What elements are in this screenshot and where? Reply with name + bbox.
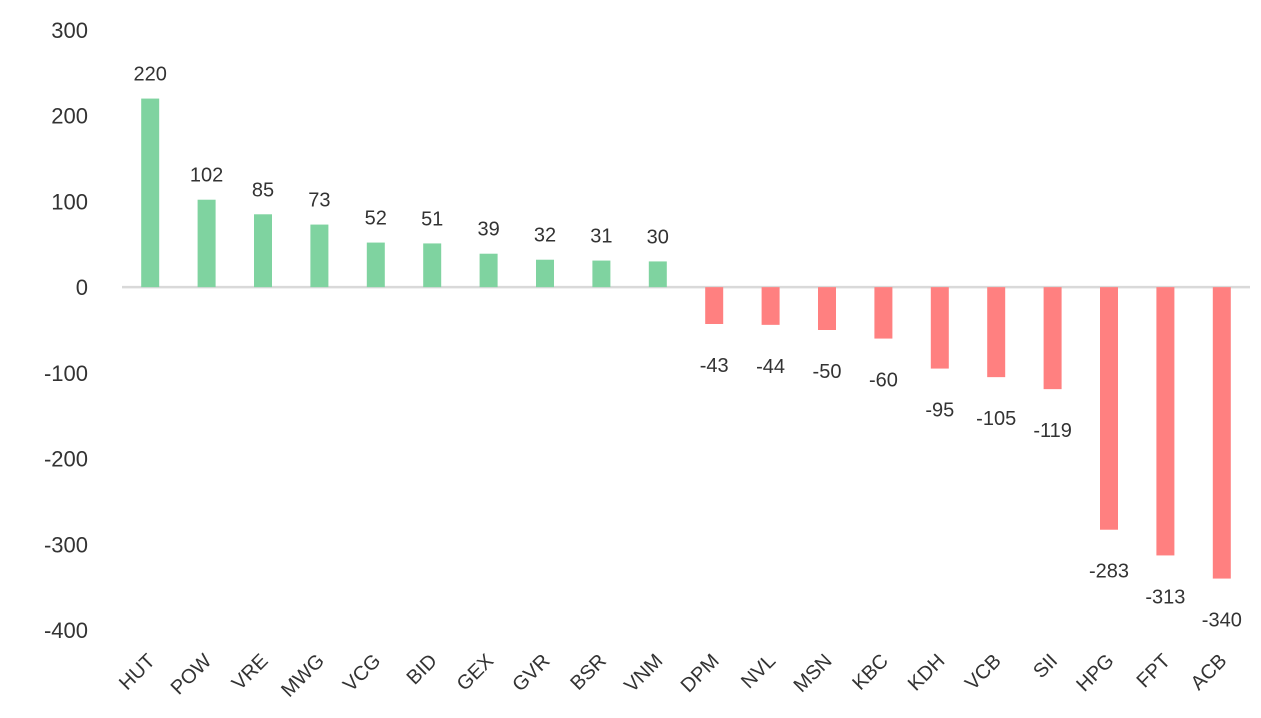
- category-label: FPT: [1133, 650, 1175, 692]
- data-label: 32: [534, 225, 556, 247]
- bar-bsr: [592, 260, 611, 288]
- data-label: -44: [756, 356, 785, 378]
- category-label: DPM: [677, 650, 724, 697]
- category-label: VNM: [620, 650, 667, 697]
- category-label: HPG: [1072, 650, 1118, 696]
- data-label: -313: [1145, 586, 1185, 608]
- x-axis: HUT POW VRE MWG VCG BID GEX GVR BSR VNM DPM NVL MSN K…: [115, 650, 1231, 702]
- bar-bid: [423, 243, 442, 288]
- category-label: HUT: [115, 650, 160, 695]
- y-tick-label: -100: [44, 361, 88, 386]
- category-label: VCB: [961, 650, 1006, 695]
- y-tick-label: 200: [51, 104, 88, 129]
- data-label: 31: [590, 226, 612, 248]
- bar-acb: [1212, 287, 1231, 579]
- category-label: VCG: [339, 650, 385, 696]
- data-label: 102: [190, 165, 223, 187]
- bar-vcg: [366, 242, 385, 288]
- data-label: -340: [1202, 610, 1242, 632]
- category-label: BSR: [566, 650, 611, 695]
- data-label: 85: [252, 179, 274, 201]
- y-axis: 300 200 100 0 -100 -200 -300 -400: [44, 18, 88, 643]
- data-labels: 220 102 85 73 52 51 39 32 31 30 -43 -44 -50 -60 -95 -10…: [134, 64, 1242, 632]
- category-label: ACB: [1187, 650, 1232, 695]
- bar-kbc: [874, 287, 893, 339]
- bar-gex: [479, 253, 498, 288]
- category-label: MSN: [790, 650, 837, 697]
- data-label: -105: [976, 408, 1016, 430]
- y-tick-label: -300: [44, 532, 88, 557]
- y-tick-label: 0: [76, 275, 88, 300]
- category-label: MWG: [277, 650, 329, 702]
- bar-vcb: [987, 287, 1006, 378]
- category-label: KDH: [904, 650, 949, 695]
- bar-gvr: [536, 259, 554, 288]
- bar-pow: [197, 199, 216, 288]
- data-label: -283: [1089, 561, 1129, 583]
- category-label: POW: [167, 650, 216, 699]
- category-label: KBC: [848, 650, 893, 695]
- bar-sii: [1043, 287, 1062, 390]
- category-label: BID: [403, 650, 442, 689]
- data-label: 52: [365, 208, 387, 230]
- data-label: -119: [1033, 420, 1072, 442]
- category-label: GEX: [453, 650, 498, 695]
- category-label: GVR: [508, 650, 554, 696]
- bar-fpt: [1156, 287, 1175, 556]
- data-label: 39: [477, 219, 499, 241]
- bar-vnm: [648, 261, 667, 288]
- y-tick-label: -400: [44, 618, 88, 643]
- category-label: NVL: [737, 650, 780, 693]
- y-tick-label: 300: [51, 18, 88, 43]
- bar-nvl: [761, 287, 780, 325]
- y-tick-label: -200: [44, 447, 88, 472]
- bars: [141, 98, 1231, 579]
- data-label: 51: [421, 208, 443, 230]
- bar-msn: [818, 287, 836, 330]
- bar-kdh: [930, 287, 949, 369]
- bar-vre: [254, 214, 272, 288]
- bar-dpm: [705, 287, 724, 324]
- data-label: 73: [308, 190, 330, 212]
- data-label: -95: [925, 400, 954, 422]
- category-label: VRE: [228, 650, 273, 695]
- y-tick-label: 100: [51, 189, 88, 214]
- bar-hpg: [1100, 287, 1118, 530]
- data-label: 220: [134, 64, 167, 86]
- category-label: SII: [1029, 650, 1062, 683]
- data-label: -50: [813, 361, 842, 383]
- bar-hut: [141, 98, 160, 288]
- data-label: 30: [647, 226, 669, 248]
- bar-mwg: [310, 224, 329, 288]
- data-label: -60: [869, 370, 898, 392]
- data-label: -43: [700, 355, 729, 377]
